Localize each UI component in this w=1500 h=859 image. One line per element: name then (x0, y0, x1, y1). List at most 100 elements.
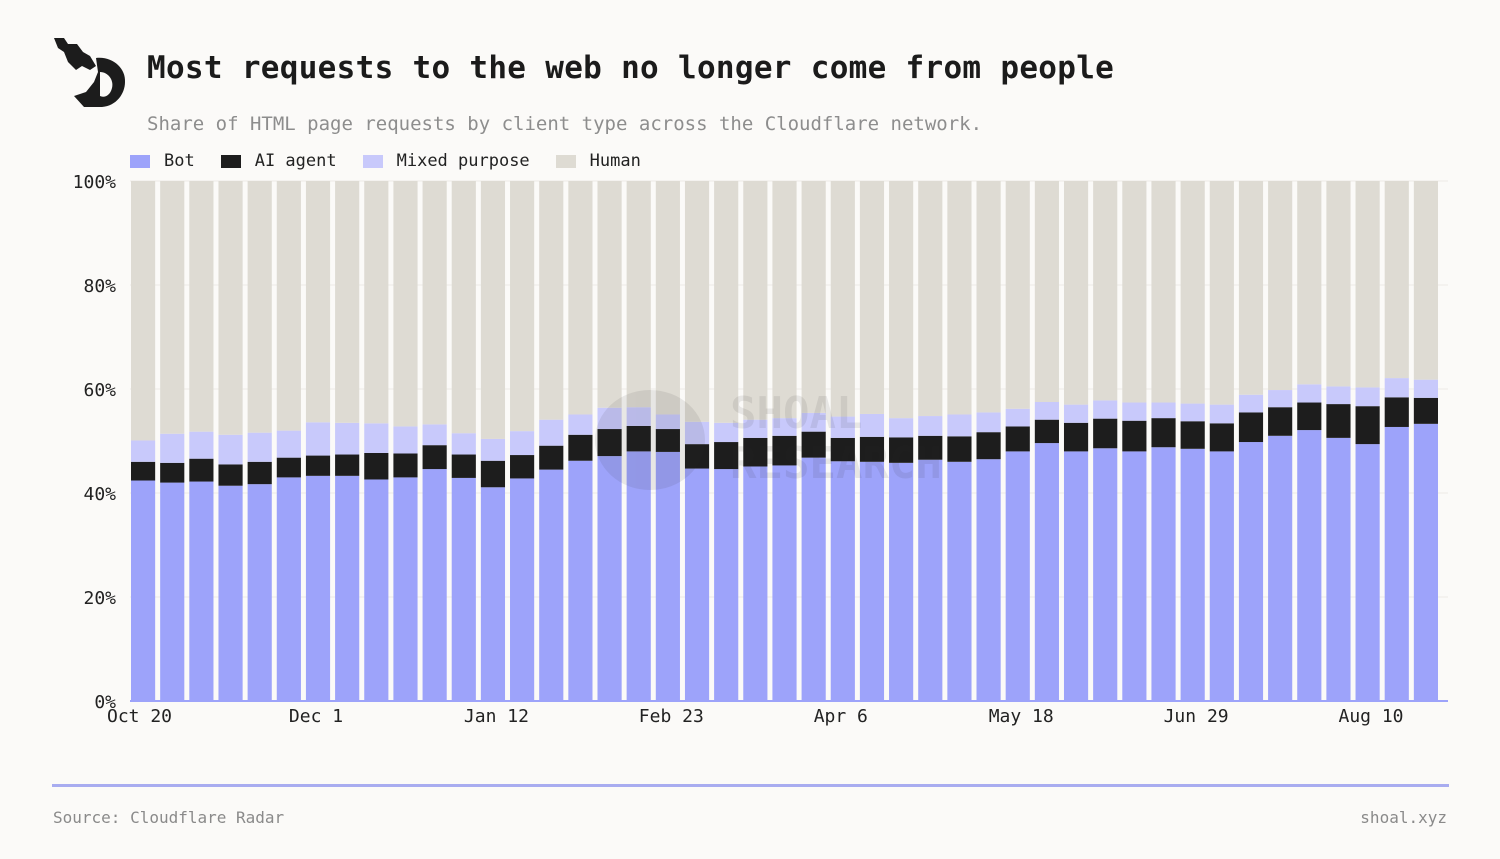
bar-mixed-purpose-43 (1384, 378, 1409, 398)
bar-bot-16 (597, 456, 622, 701)
bar-mixed-purpose-3 (218, 434, 243, 465)
y-tick-label-0: 0% (94, 692, 116, 713)
bar-human-23 (801, 181, 826, 413)
legend-label-mixed-purpose: Mixed purpose (396, 151, 530, 171)
bar-human-1 (160, 181, 185, 434)
bar-human-33 (1093, 181, 1118, 401)
watermark-logo-mark (595, 390, 705, 490)
bar-ai-agent-3 (218, 464, 243, 486)
bar-bot-28 (947, 461, 972, 701)
bar-ai-agent-39 (1268, 407, 1293, 436)
bar-bot-9 (393, 477, 418, 701)
bar-stack-3 (218, 181, 243, 701)
source-note: Source: Cloudflare Radar (53, 808, 285, 827)
bars-layer (131, 181, 1438, 701)
bar-mixed-purpose-19 (684, 421, 710, 445)
bar-stack-7 (335, 181, 360, 701)
bar-human-10 (422, 181, 447, 425)
legend-swatch-bot (130, 154, 150, 168)
bar-bot-36 (1180, 448, 1205, 701)
bar-ai-agent-19 (684, 444, 710, 469)
bar-mixed-purpose-40 (1297, 384, 1322, 403)
bar-ai-agent-24 (830, 437, 855, 462)
bar-stack-14 (539, 181, 564, 701)
bar-bot-21 (743, 466, 768, 701)
legend-label-human: Human (589, 151, 641, 171)
legend-swatch-ai-agent (220, 154, 241, 168)
bar-bot-29 (976, 459, 1001, 701)
bar-stack-22 (772, 181, 797, 701)
bar-human-40 (1297, 181, 1322, 385)
bar-human-43 (1384, 181, 1409, 379)
bar-bot-7 (335, 475, 360, 701)
bar-stack-17 (626, 181, 651, 701)
bar-ai-agent-36 (1180, 421, 1205, 449)
bar-human-12 (480, 181, 506, 439)
y-tick-label-80: 80% (83, 276, 116, 297)
bar-mixed-purpose-10 (422, 424, 447, 446)
bar-human-27 (918, 181, 943, 417)
bar-mixed-purpose-33 (1093, 400, 1118, 419)
bar-ai-agent-11 (451, 454, 476, 478)
bar-ai-agent-13 (510, 455, 535, 479)
bar-ai-agent-31 (1034, 419, 1059, 444)
bar-mixed-purpose-0 (131, 440, 156, 462)
bar-human-20 (714, 181, 739, 423)
bar-bot-39 (1268, 435, 1293, 701)
bar-stack-27 (918, 181, 943, 701)
bar-human-8 (364, 181, 389, 424)
bar-mixed-purpose-21 (743, 419, 768, 438)
bar-mixed-purpose-25 (859, 413, 885, 437)
bar-ai-agent-25 (859, 436, 885, 462)
bar-stack-1 (160, 181, 185, 701)
bar-mixed-purpose-41 (1326, 386, 1351, 405)
bar-stack-13 (510, 181, 535, 701)
bar-stack-44 (1413, 181, 1438, 701)
bar-stack-12 (480, 181, 506, 701)
bar-mixed-purpose-2 (189, 431, 214, 459)
legend-label-bot: Bot (164, 151, 195, 171)
bar-bot-43 (1384, 426, 1409, 701)
bar-ai-agent-22 (772, 435, 797, 466)
bar-mixed-purpose-28 (947, 414, 972, 437)
bar-human-11 (451, 181, 476, 434)
bar-ai-agent-10 (422, 445, 447, 470)
bar-human-39 (1268, 181, 1293, 391)
bar-bot-30 (1005, 451, 1030, 701)
bar-bot-0 (131, 480, 156, 701)
bar-stack-6 (305, 181, 331, 701)
chart-legend: Bot AI agent Mixed purpose Human (130, 150, 667, 172)
bar-mixed-purpose-5 (276, 430, 301, 458)
bar-ai-agent-34 (1122, 420, 1147, 452)
bar-stack-24 (830, 181, 855, 701)
bar-bot-40 (1297, 430, 1322, 701)
bar-mixed-purpose-26 (889, 418, 914, 438)
bar-bot-44 (1413, 423, 1438, 701)
bar-mixed-purpose-29 (976, 412, 1001, 433)
bar-bot-35 (1151, 447, 1176, 701)
bar-ai-agent-20 (714, 442, 739, 470)
bar-stack-40 (1297, 181, 1322, 701)
y-tick-label-20: 20% (83, 588, 116, 609)
bar-ai-agent-5 (276, 457, 301, 478)
legend-item-bot: Bot (130, 151, 195, 171)
bar-mixed-purpose-6 (305, 422, 331, 456)
bar-ai-agent-35 (1151, 418, 1176, 448)
bar-ai-agent-15 (568, 434, 593, 461)
bar-bot-26 (889, 462, 914, 701)
x-tick-label-6: Dec 1 (289, 706, 343, 727)
bar-stack-36 (1180, 181, 1205, 701)
bar-stack-30 (1005, 181, 1030, 701)
bar-ai-agent-23 (801, 431, 826, 458)
bar-human-35 (1151, 181, 1176, 403)
shoal-logo-icon (54, 38, 126, 107)
legend-label-ai-agent: AI agent (254, 151, 337, 171)
bar-ai-agent-40 (1297, 402, 1322, 431)
bar-mixed-purpose-7 (335, 422, 360, 455)
x-tick-label-42: Aug 10 (1339, 706, 1404, 727)
bar-stack-19 (684, 181, 710, 701)
bar-mixed-purpose-20 (714, 422, 739, 443)
site-link[interactable]: shoal.xyz (1360, 808, 1447, 827)
bar-human-34 (1122, 181, 1147, 403)
